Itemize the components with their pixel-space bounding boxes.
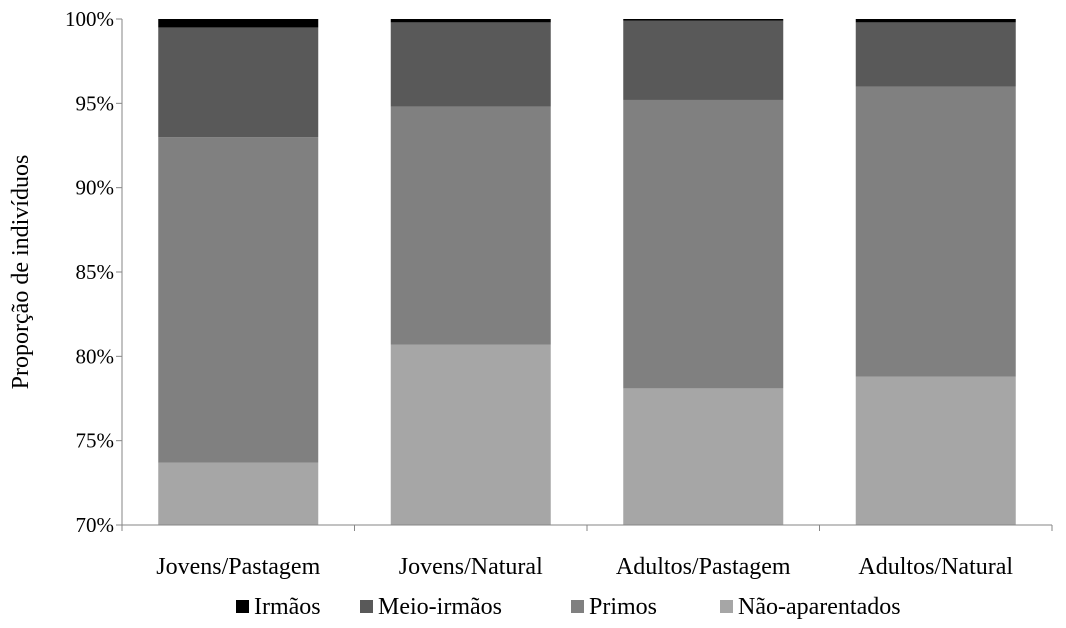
bars-group (158, 19, 1016, 525)
bar-segment-meio-irm-os-1 (158, 27, 319, 138)
legend: Irmãos Meio-irmãos Primos Não-aparentados (236, 594, 901, 620)
bar-segment-primos-2 (390, 106, 551, 345)
legend-swatch-n-o-aparentados (720, 600, 733, 613)
x-category-label: Jovens/Pastagem (156, 554, 320, 580)
x-category-label: Adultos/Natural (858, 554, 1013, 580)
y-tick-label: 95% (76, 91, 115, 115)
bar-segment-irm-os-3 (623, 19, 784, 21)
legend-label: Não-aparentados (738, 594, 901, 620)
legend-label: Meio-irmãos (378, 594, 502, 620)
legend-swatch-primos (571, 600, 584, 613)
bar-segment-irm-os-4 (855, 19, 1016, 23)
y-tick-label: 90% (76, 176, 115, 200)
y-axis-title: Proporção de indivíduos (8, 155, 34, 390)
bar-segment-n-o-aparentados-3 (623, 388, 784, 525)
legend-swatch-meio-irm-os (360, 600, 373, 613)
bar-segment-primos-1 (158, 137, 319, 463)
bar-segment-irm-os-2 (390, 19, 551, 23)
bar-segment-n-o-aparentados-2 (390, 344, 551, 525)
legend-label: Irmãos (254, 594, 321, 620)
bar-segment-n-o-aparentados-4 (855, 376, 1016, 525)
x-category-label: Adultos/Pastagem (616, 554, 791, 580)
bar-segment-primos-4 (855, 86, 1016, 377)
legend-label: Primos (589, 594, 657, 620)
legend-swatch-irm-os (236, 600, 249, 613)
x-category-labels: Jovens/Pastagem Jovens/Natural Adultos/Pas… (121, 525, 1053, 580)
bar-segment-meio-irm-os-3 (623, 20, 784, 100)
y-tick-label: 80% (76, 344, 115, 368)
bar-segment-meio-irm-os-4 (855, 22, 1016, 87)
y-tick-label: 100% (65, 7, 114, 31)
y-tick-label: 75% (76, 429, 115, 453)
bar-segment-n-o-aparentados-1 (158, 462, 319, 525)
y-tick-label: 70% (76, 513, 115, 537)
x-category-label: Jovens/Natural (399, 554, 543, 580)
bar-segment-irm-os-1 (158, 19, 319, 28)
y-tick-label: 85% (76, 260, 115, 284)
bar-segment-meio-irm-os-2 (390, 22, 551, 107)
bar-segment-primos-3 (623, 99, 784, 389)
y-tick-labels: 70% 75% 80% 85% 90% 95% 100% (65, 7, 122, 537)
